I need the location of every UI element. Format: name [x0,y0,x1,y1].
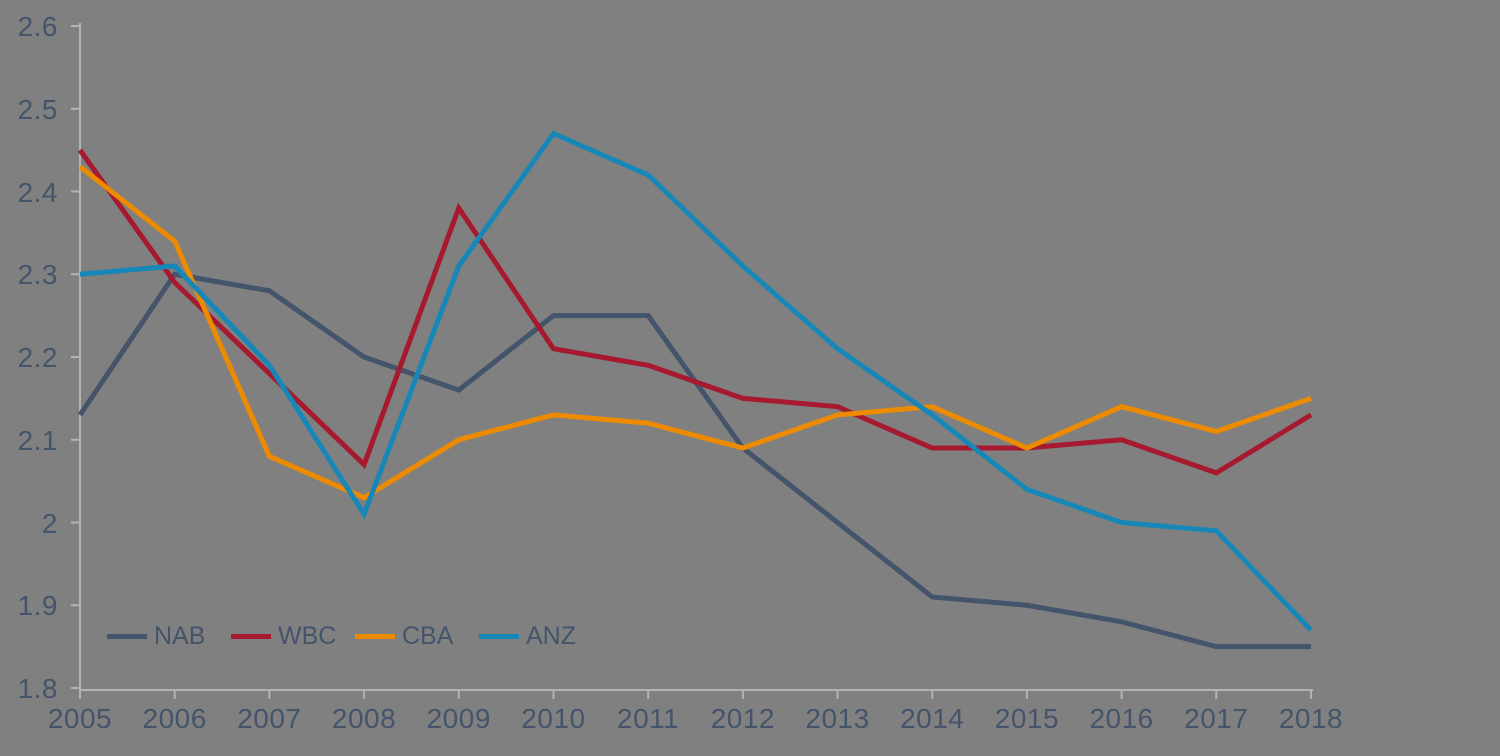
cba-series-line [78,164,1312,501]
y-tick-label: 2.3 [17,259,58,291]
legend-item-wbc: WBC [231,624,355,649]
x-tick-label: 2016 [1089,703,1154,734]
cba-line-swatch [355,634,395,639]
y-tick-label: 2.5 [17,93,58,125]
legend-label-cba: CBA [402,622,454,650]
x-tick-label: 2013 [805,703,870,734]
x-tick-label: 2015 [994,703,1060,734]
y-tick-label: 2.2 [17,342,58,373]
y-tick-label: 1.9 [17,590,58,622]
legend-item-anz: ANZ [479,624,603,649]
y-tick-label: 2 [41,507,58,539]
x-tick-label: 2006 [142,703,207,734]
nab-series-line [77,271,1311,650]
x-tick-label: 2018 [1278,703,1344,734]
x-tick-label: 2011 [617,703,680,734]
y-tick-label: 1.8 [17,673,58,704]
legend: NAB WBC CBA ANZ [107,624,603,649]
x-tick-label: 2008 [331,703,397,734]
y-tick-label: 2.4 [17,176,58,208]
x-tick-label: 2012 [710,703,775,734]
wbc-line-swatch [231,634,271,639]
legend-item-cba: CBA [355,624,479,649]
y-tick-label: 2.6 [17,11,58,42]
legend-label-nab: NAB [154,622,206,650]
legend-item-nab: NAB [107,624,231,649]
y-tick-label: 2.1 [17,424,58,456]
x-tick-label: 2010 [521,703,586,734]
anz-line-swatch [479,634,519,639]
x-tick-label: 2009 [426,703,491,734]
x-tick-label: 2017 [1184,703,1249,734]
wbc-series-line [77,148,1313,476]
anz-series-line [79,130,1313,632]
legend-label-wbc: WBC [278,622,337,650]
legend-label-anz: ANZ [526,622,576,650]
nab-line-swatch [107,634,147,639]
x-tick-label: 2007 [237,703,302,734]
x-tick-label: 2014 [900,703,965,734]
x-tick-label: 2005 [47,703,113,734]
